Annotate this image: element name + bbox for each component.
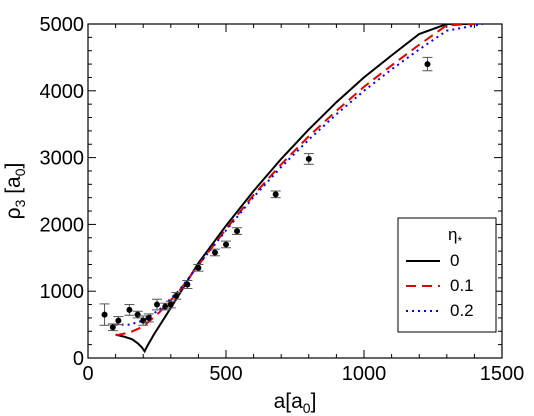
point-marker xyxy=(134,311,141,318)
data-point xyxy=(107,323,118,332)
data-point xyxy=(152,298,162,311)
y-tick-label: 2000 xyxy=(40,214,85,236)
x-tick-label: 1000 xyxy=(342,363,387,385)
y-tick-label: 1000 xyxy=(40,281,85,303)
data-point xyxy=(221,240,231,249)
y-tick-label: 4000 xyxy=(40,81,85,103)
data-point xyxy=(143,313,154,323)
data-point xyxy=(132,310,143,319)
data-point xyxy=(270,190,281,199)
data-point xyxy=(124,304,135,316)
point-marker xyxy=(126,306,133,313)
legend-entries: 0 0.1 0.2 xyxy=(406,251,474,320)
data-point xyxy=(182,280,193,290)
data-point xyxy=(232,227,243,235)
y-axis-label: ρ3 [a0] xyxy=(2,163,28,220)
point-marker xyxy=(424,61,431,68)
data-point xyxy=(422,56,433,72)
x-axis-label: a[a0] xyxy=(274,390,317,416)
point-marker xyxy=(272,191,279,198)
legend-label-0-1: 0.1 xyxy=(450,276,474,295)
point-marker xyxy=(223,241,229,248)
point-marker xyxy=(211,249,218,256)
point-marker xyxy=(115,317,122,324)
data-point xyxy=(99,303,110,326)
series-lines xyxy=(115,24,483,354)
x-tick-label: 1500 xyxy=(480,363,525,385)
point-marker xyxy=(101,311,108,318)
x-tick-label: 0 xyxy=(82,363,93,385)
series-line-0 xyxy=(115,24,468,354)
data-point xyxy=(165,300,176,309)
data-point xyxy=(303,153,314,165)
point-marker xyxy=(167,301,174,308)
legend: η* 0 0.1 0.2 xyxy=(397,217,497,333)
point-marker xyxy=(195,264,202,271)
point-marker xyxy=(234,228,241,235)
x-tick-label: 500 xyxy=(209,363,242,385)
data-point xyxy=(113,316,124,326)
point-marker xyxy=(162,303,169,310)
data-point xyxy=(193,263,204,272)
point-marker xyxy=(154,301,160,308)
y-tick-label: 3000 xyxy=(40,148,85,170)
axis-ticks xyxy=(87,23,503,359)
tick-labels: 0 500 1000 1500 0 1000 2000 3000 4000 5000 xyxy=(40,14,525,385)
data-points xyxy=(99,56,433,332)
y-tick-label: 0 xyxy=(73,348,84,370)
data-point xyxy=(171,292,182,300)
series-line-0-1 xyxy=(115,24,475,337)
point-marker xyxy=(305,155,312,162)
point-marker xyxy=(145,314,152,321)
point-marker xyxy=(173,292,180,299)
point-marker xyxy=(184,281,191,288)
legend-label-0-2: 0.2 xyxy=(450,301,474,320)
point-marker xyxy=(109,324,116,331)
legend-box xyxy=(397,217,497,333)
legend-title: η* xyxy=(448,225,462,248)
legend-label-0: 0 xyxy=(450,251,459,270)
y-tick-label: 5000 xyxy=(40,14,85,36)
data-point xyxy=(209,248,220,257)
point-marker xyxy=(140,317,147,324)
